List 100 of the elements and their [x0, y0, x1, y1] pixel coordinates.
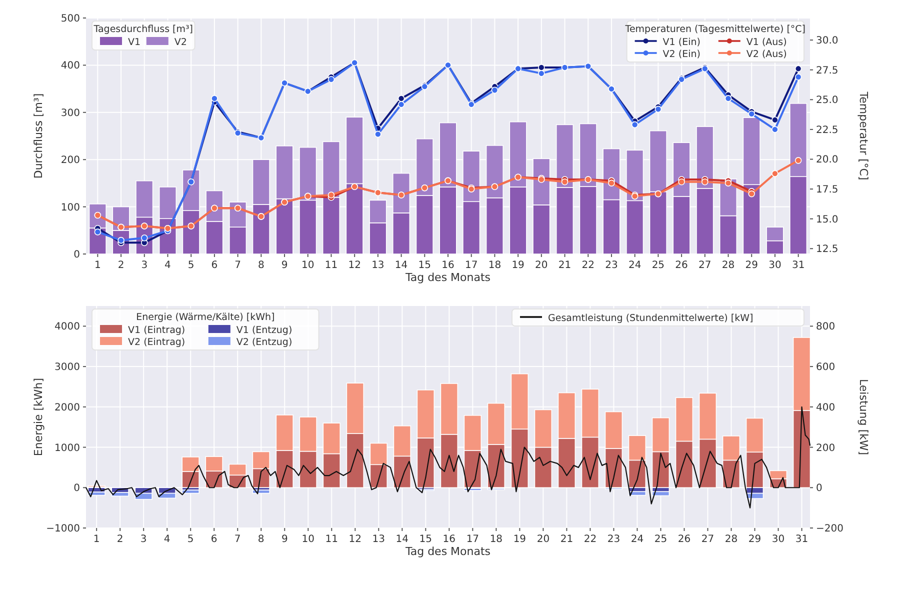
y-tick-label: −1000	[46, 524, 80, 534]
x-tick-label: 27	[701, 534, 714, 545]
y2-tick-label: −200	[816, 524, 844, 534]
x-tick-label: 23	[605, 260, 618, 271]
y2-tick-label: 0	[816, 483, 822, 494]
x-tick-label: 23	[607, 534, 620, 545]
y-tick-label: 500	[60, 14, 80, 24]
x-tick-label: 30	[768, 260, 782, 271]
legend-label: V2 (Ein)	[662, 49, 700, 60]
x-tick-label: 19	[512, 260, 524, 271]
legend-label: V2 (Eintrag)	[128, 337, 186, 348]
x-tick-label: 22	[582, 260, 594, 271]
legend-label: V2	[174, 37, 187, 48]
x-tick-label: 7	[234, 534, 241, 545]
x-tick-label: 2	[116, 534, 124, 545]
x-tick-label: 28	[724, 534, 738, 545]
legend-label: V1 (Entzug)	[236, 325, 292, 336]
x-tick-label: 12	[348, 260, 361, 271]
x-tick-label: 26	[675, 260, 688, 271]
x-tick-label: 29	[748, 534, 762, 545]
y-tick-label: 0	[74, 483, 80, 494]
y-tick-label: 4000	[54, 322, 80, 333]
y2-axis-title: Leistung [kW]	[857, 378, 870, 456]
x-tick-label: 26	[678, 534, 691, 545]
x-tick-label: 2	[118, 260, 124, 271]
x-tick-label: 16	[442, 260, 454, 271]
y2-tick-label: 12.5	[816, 244, 838, 256]
x-tick-label: 7	[234, 260, 241, 271]
x-tick-label: 5	[187, 534, 194, 545]
legend-label: V2 (Entzug)	[236, 337, 292, 348]
y-tick-label: 3000	[54, 362, 80, 374]
x-tick-label: 1	[93, 534, 100, 545]
x-tick-label: 14	[394, 260, 408, 271]
legend-label: V1 (Aus)	[746, 37, 787, 48]
x-tick-label: 11	[325, 534, 338, 545]
x-axis-title: Tag des Monats	[404, 545, 491, 558]
legend-title: Energie (Wärme/Kälte) [kWh]	[136, 312, 275, 323]
x-tick-label: 8	[258, 260, 264, 271]
x-tick-label: 25	[654, 534, 668, 545]
x-tick-label: 4	[164, 260, 171, 271]
x-tick-label: 15	[418, 260, 432, 271]
y2-tick-label: 15.0	[816, 214, 838, 226]
x-tick-label: 21	[560, 534, 574, 545]
y2-tick-label: 400	[816, 402, 836, 414]
x-tick-label: 9	[281, 534, 288, 545]
x-tick-label: 11	[324, 260, 338, 271]
x-tick-label: 10	[302, 260, 314, 271]
x-tick-label: 20	[536, 534, 550, 545]
x-tick-label: 24	[630, 534, 644, 545]
x-tick-label: 22	[584, 534, 597, 545]
y2-tick-label: 17.5	[816, 184, 838, 196]
x-tick-label: 1	[94, 260, 101, 271]
x-tick-label: 30	[772, 534, 785, 545]
x-tick-label: 9	[281, 260, 288, 271]
x-tick-label: 10	[302, 534, 315, 545]
x-tick-label: 17	[466, 534, 480, 545]
x-tick-label: 31	[792, 260, 805, 271]
legend-title: Tagesdurchfluss [m³]	[92, 24, 194, 35]
y2-tick-label: 200	[816, 442, 836, 454]
x-tick-label: 4	[164, 534, 170, 545]
legend-label: V1	[128, 37, 141, 48]
x-tick-label: 27	[698, 260, 712, 271]
x-axis-title: Tag des Monats	[404, 271, 491, 284]
x-tick-label: 21	[558, 260, 572, 271]
x-tick-label: 24	[628, 260, 642, 271]
x-tick-label: 19	[513, 534, 526, 545]
y-tick-label: 200	[60, 155, 80, 166]
y-tick-label: 300	[60, 108, 80, 119]
y-axis-title: Energie [kWh]	[32, 378, 45, 456]
x-tick-label: 28	[722, 260, 735, 271]
x-tick-label: 15	[419, 534, 432, 545]
legend-label: V1 (Ein)	[662, 37, 700, 48]
x-tick-label: 18	[488, 260, 502, 271]
x-tick-label: 16	[442, 534, 456, 545]
x-tick-label: 17	[464, 260, 478, 271]
x-tick-label: 29	[745, 260, 758, 271]
legend-label: V1 (Eintrag)	[128, 325, 186, 336]
x-tick-label: 3	[141, 260, 148, 271]
legend-label: V2 (Aus)	[746, 49, 787, 60]
x-tick-label: 25	[652, 260, 665, 271]
y2-tick-label: 600	[816, 362, 836, 374]
x-tick-label: 6	[210, 534, 218, 545]
x-tick-label: 5	[188, 260, 194, 271]
y2-tick-label: 27.5	[816, 65, 838, 76]
x-tick-label: 20	[535, 260, 548, 271]
y-tick-label: 1000	[54, 442, 80, 454]
x-tick-label: 12	[348, 534, 362, 545]
annotation: Temperaturen (Tagesmittelwerte) [°C]	[624, 24, 806, 35]
x-tick-label: 18	[490, 534, 503, 545]
y2-tick-label: 22.5	[816, 124, 838, 136]
y-axis-title: Durchfluss [m³]	[32, 93, 45, 179]
x-tick-label: 8	[258, 534, 264, 545]
x-tick-label: 13	[372, 534, 386, 545]
x-tick-label: 3	[140, 534, 147, 545]
y-tick-label: 2000	[54, 402, 80, 414]
x-tick-label: 31	[795, 534, 808, 545]
y-tick-label: 100	[60, 202, 80, 214]
y-tick-label: 0	[74, 250, 80, 260]
y2-axis-title: Temperatur [°C]	[857, 90, 870, 180]
x-tick-label: 6	[211, 260, 218, 271]
